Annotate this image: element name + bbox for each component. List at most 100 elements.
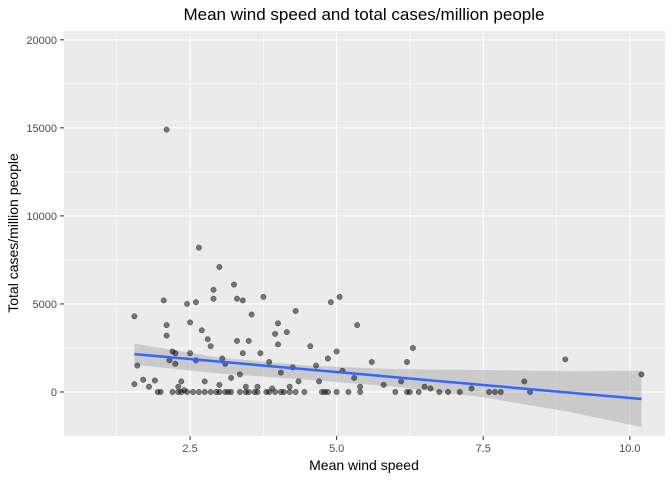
- data-point: [187, 350, 194, 357]
- data-point: [351, 374, 358, 381]
- data-point: [195, 389, 202, 395]
- data-point: [210, 295, 217, 302]
- data-point: [398, 378, 405, 385]
- data-point: [562, 356, 569, 363]
- data-point: [245, 337, 252, 344]
- y-tick-label: 5000: [33, 299, 57, 311]
- data-point: [521, 378, 528, 385]
- data-point: [231, 281, 237, 288]
- data-point: [409, 345, 416, 351]
- chart-title: Mean wind speed and total cases/million …: [183, 5, 544, 24]
- data-point: [286, 383, 293, 390]
- data-point: [236, 371, 243, 378]
- data-point: [219, 355, 226, 362]
- data-point: [415, 389, 422, 395]
- data-point: [272, 330, 279, 337]
- y-tick-label: 0: [51, 387, 57, 399]
- data-point: [324, 389, 331, 395]
- data-point: [404, 359, 410, 365]
- data-point: [319, 389, 325, 395]
- data-point: [201, 389, 208, 395]
- data-point: [163, 332, 170, 339]
- data-point: [421, 383, 428, 390]
- data-point: [295, 378, 302, 385]
- data-point: [286, 389, 293, 395]
- data-point: [272, 389, 279, 395]
- data-point: [163, 322, 170, 329]
- data-point: [357, 389, 364, 395]
- data-point: [228, 374, 235, 381]
- data-point: [336, 293, 343, 300]
- data-point: [190, 389, 196, 395]
- data-point: [245, 389, 252, 395]
- data-point: [222, 389, 229, 395]
- data-point: [257, 350, 264, 357]
- data-point: [456, 389, 463, 395]
- data-point: [210, 286, 217, 293]
- data-point: [492, 389, 498, 395]
- x-tick-label: 10.0: [619, 443, 640, 455]
- data-point: [248, 311, 255, 318]
- data-point: [277, 389, 284, 395]
- y-tick-label: 20000: [26, 35, 57, 47]
- data-point: [324, 355, 331, 362]
- data-point: [178, 389, 185, 395]
- data-point: [307, 343, 314, 350]
- data-point: [242, 383, 249, 390]
- data-points: [131, 126, 645, 395]
- data-point: [445, 389, 452, 395]
- data-point: [292, 308, 299, 314]
- data-point: [198, 327, 205, 334]
- trend-line: [134, 352, 642, 401]
- data-point: [427, 385, 434, 392]
- data-point: [146, 383, 152, 390]
- data-point: [207, 389, 214, 395]
- data-point: [368, 359, 375, 365]
- data-point: [468, 385, 475, 392]
- x-axis-title: Mean wind speed: [309, 457, 419, 473]
- data-point: [301, 389, 308, 395]
- data-point: [169, 389, 176, 395]
- data-point: [283, 329, 290, 336]
- data-point: [354, 322, 361, 329]
- data-point: [234, 337, 240, 344]
- data-point: [216, 381, 223, 388]
- data-point: [184, 300, 191, 307]
- y-tick-label: 10000: [26, 211, 57, 223]
- data-point: [172, 360, 179, 367]
- data-point: [134, 362, 141, 369]
- data-point: [195, 244, 202, 251]
- data-point: [333, 348, 340, 355]
- data-point: [151, 377, 158, 384]
- data-point: [192, 299, 199, 306]
- data-point: [316, 378, 323, 385]
- y-axis: 0 5000 10000 15000 20000: [26, 35, 64, 399]
- data-point: [239, 297, 246, 304]
- data-point: [380, 381, 387, 388]
- data-point: [216, 389, 223, 395]
- data-point: [277, 369, 284, 376]
- data-point: [234, 295, 240, 302]
- data-point: [131, 381, 138, 388]
- data-point: [154, 389, 161, 395]
- grid-major: [64, 31, 665, 436]
- data-point: [254, 383, 261, 390]
- data-point: [266, 389, 273, 395]
- y-axis-title: Total cases/million people: [5, 153, 21, 313]
- data-point: [201, 378, 208, 385]
- data-point: [333, 389, 340, 395]
- x-tick-label: 2.5: [182, 443, 197, 455]
- data-point: [207, 343, 214, 350]
- data-point: [131, 313, 138, 320]
- data-point: [172, 350, 179, 357]
- data-point: [266, 359, 273, 365]
- data-point: [187, 319, 194, 326]
- data-point: [228, 389, 235, 395]
- data-point: [216, 264, 223, 270]
- data-point: [204, 336, 211, 343]
- data-point: [357, 383, 364, 390]
- x-axis: 2.5 5.0 7.5 10.0: [182, 436, 641, 455]
- data-point: [497, 389, 504, 395]
- grid-minor: [64, 31, 665, 436]
